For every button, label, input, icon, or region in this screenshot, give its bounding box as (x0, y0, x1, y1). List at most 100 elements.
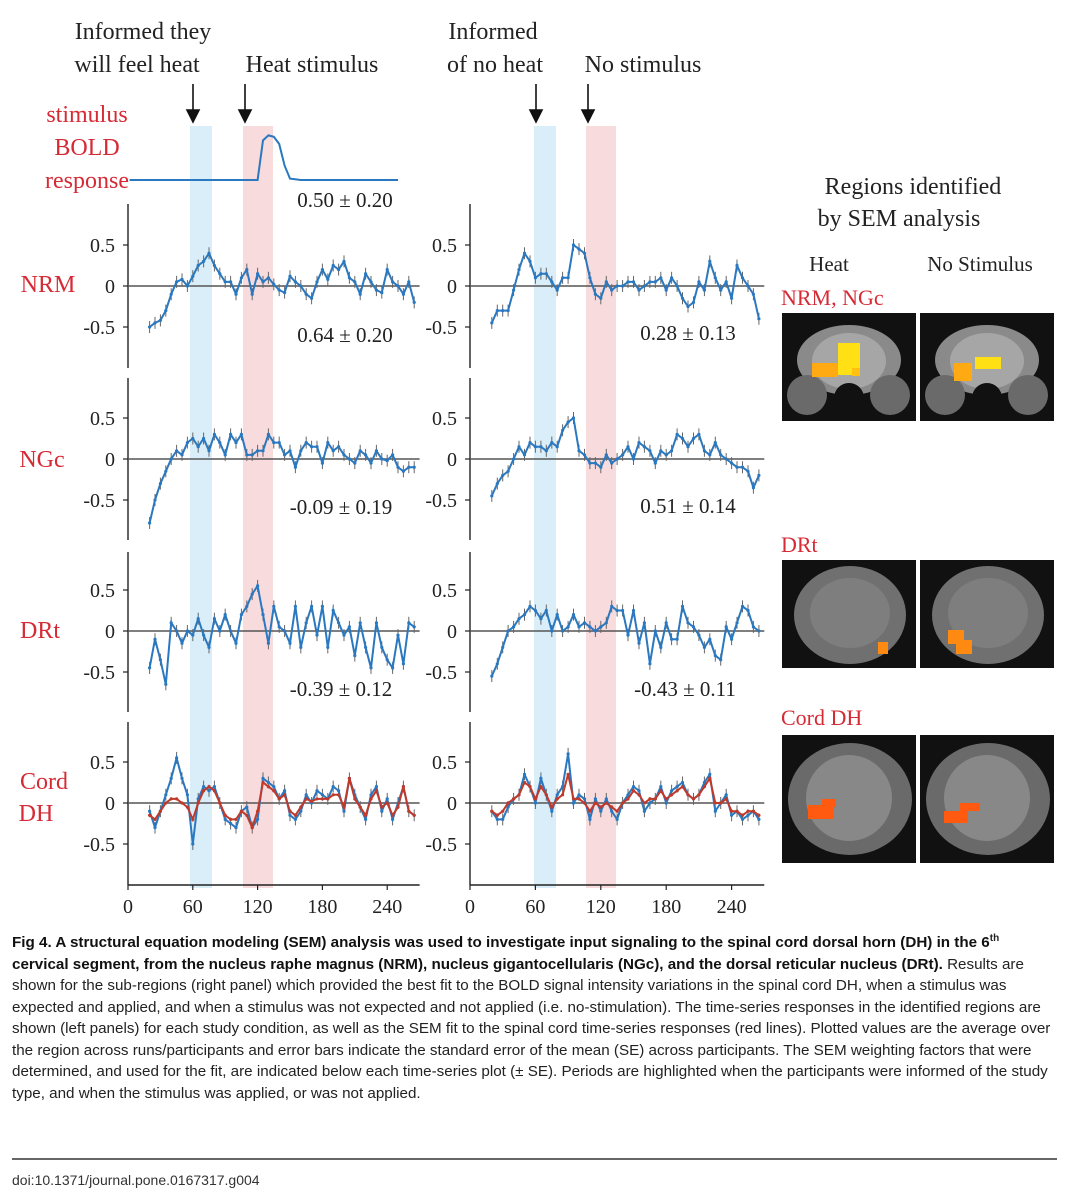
x-tick-label-heat-cord-dh: 180 (307, 896, 337, 918)
data-point (315, 633, 319, 637)
data-point (648, 801, 652, 805)
data-point (511, 797, 516, 801)
data-point (185, 793, 189, 797)
data-point (626, 280, 630, 284)
data-point (533, 608, 538, 613)
data-point (724, 797, 728, 801)
data-point (544, 793, 548, 797)
data-point (164, 793, 168, 797)
data-point (191, 817, 195, 822)
data-point (337, 793, 341, 797)
data-point (757, 473, 761, 477)
data-point (234, 292, 238, 296)
data-point (304, 441, 308, 445)
data-point (511, 625, 516, 629)
weight-nostim-ngc: 0.51 ± 0.14 (640, 494, 736, 518)
data-point (164, 469, 168, 473)
data-point (364, 813, 368, 817)
data-point (506, 805, 510, 809)
data-point (261, 449, 265, 453)
row-label-nrm: NRM (21, 272, 76, 298)
data-point (713, 809, 717, 813)
data-point (724, 280, 728, 284)
data-point (331, 793, 335, 797)
series-line-heat-nrm (148, 251, 416, 328)
data-point (522, 613, 527, 617)
data-point (185, 629, 189, 633)
data-point (522, 772, 527, 776)
data-point (407, 465, 411, 469)
brain-image-cord-heat (782, 735, 916, 863)
data-point (391, 280, 395, 284)
data-point (599, 805, 603, 809)
data-point (680, 780, 685, 785)
x-tick-label-nostim-cord-dh: 60 (525, 896, 545, 918)
data-point (735, 263, 739, 268)
data-point (391, 817, 395, 822)
data-point (272, 441, 276, 445)
data-point (148, 325, 152, 329)
data-point (555, 613, 559, 617)
bold-label-2: BOLD (54, 135, 119, 161)
doi-link[interactable]: doi:10.1371/journal.pone.0167317.g004 (12, 1172, 260, 1188)
y-tick-label-nostim-drt: -0.5 (425, 662, 457, 684)
data-point (528, 441, 532, 445)
data-point (675, 284, 679, 288)
data-point (697, 280, 701, 284)
data-point (234, 826, 238, 830)
data-point (751, 486, 756, 490)
label-informed-heat-2: will feel heat (74, 52, 200, 78)
y-tick-label-heat-drt: -0.5 (83, 662, 115, 684)
data-point (593, 801, 598, 805)
data-point (250, 453, 254, 457)
data-point (288, 813, 292, 817)
data-point (539, 785, 543, 789)
data-point (490, 809, 494, 813)
data-point (207, 789, 211, 793)
data-point (517, 617, 521, 621)
data-point (148, 809, 152, 813)
series-line-nostim-cord-dh (490, 753, 760, 824)
data-point (582, 453, 587, 457)
data-point (283, 629, 287, 633)
data-point (637, 441, 641, 445)
data-point (175, 797, 179, 801)
data-point (148, 813, 152, 817)
stimulus-band-nostim (586, 126, 616, 888)
data-point (604, 621, 608, 625)
data-point (691, 436, 696, 441)
data-point (207, 449, 211, 453)
data-point (555, 793, 559, 797)
data-point (272, 604, 276, 609)
data-point (751, 809, 756, 813)
data-point (342, 633, 346, 637)
data-point (751, 625, 756, 629)
data-point (730, 809, 734, 813)
data-point (664, 621, 668, 625)
data-point (593, 292, 598, 296)
region-label-drt: DRt (781, 532, 818, 557)
data-point (169, 292, 173, 296)
right-panel-title-1: Regions identified (825, 174, 1002, 200)
x-tick-label-nostim-cord-dh: 240 (717, 896, 747, 918)
data-point (266, 641, 270, 645)
data-point (266, 785, 270, 789)
data-point (374, 789, 378, 793)
data-point (196, 801, 200, 805)
data-point (234, 817, 238, 822)
data-point (506, 309, 510, 313)
data-point (719, 288, 723, 292)
data-point (702, 449, 707, 453)
y-tick-label-nostim-cord-dh: -0.5 (425, 834, 457, 856)
data-point (326, 645, 330, 650)
data-point (245, 604, 249, 609)
data-point (229, 280, 233, 284)
data-point (533, 801, 538, 805)
col-nostim-label: No Stimulus (927, 252, 1033, 276)
data-point (582, 251, 587, 255)
data-point (719, 801, 723, 805)
data-point (506, 629, 510, 633)
data-point (571, 613, 576, 617)
data-point (740, 276, 745, 280)
data-point (315, 797, 319, 801)
